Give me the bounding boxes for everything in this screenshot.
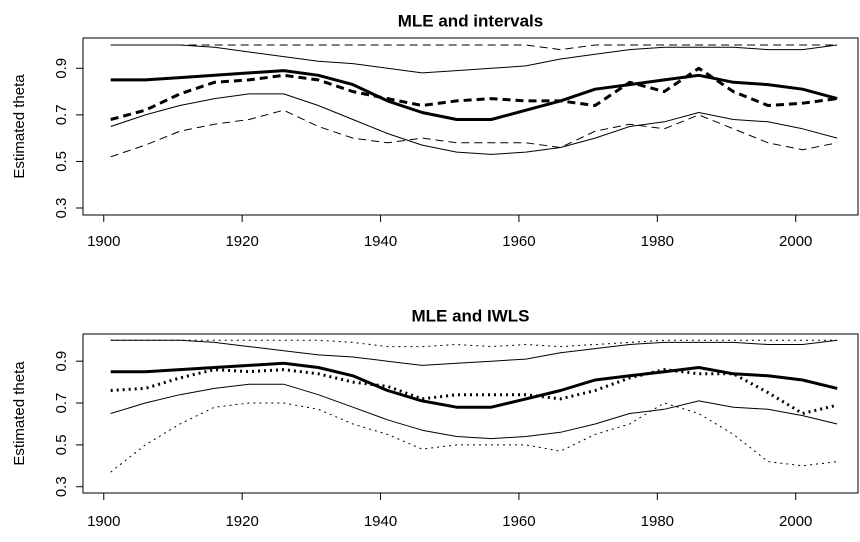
y-tick-label: 0.3 [53,476,70,497]
series-line [110,383,838,440]
series-line [110,44,838,74]
x-tick-label: 1920 [225,233,258,250]
series-line [110,44,838,51]
y-axis-label: Estimated theta [11,361,28,466]
x-tick-label: 1980 [641,233,674,250]
y-axis-label: Estimated theta [11,74,28,179]
x-tick-label: 1940 [364,233,397,250]
chart-title: MLE and IWLS [411,306,529,325]
x-tick-label: 1920 [225,513,258,530]
series-line [110,339,838,366]
x-tick-label: 1980 [641,513,674,530]
x-tick-label: 1960 [502,513,535,530]
x-tick-label: 2000 [779,513,812,530]
x-tick-label: 2000 [779,233,812,250]
series-line [110,93,838,155]
y-tick-label: 0.5 [53,434,70,455]
x-tick-label: 1960 [502,233,535,250]
plot-frame [82,333,859,494]
x-tick-label: 1900 [87,513,120,530]
series-line [110,109,838,158]
series-line [110,361,838,409]
series-line [110,402,838,473]
y-tick-label: 0.9 [53,58,70,79]
y-tick-label: 0.7 [53,393,70,414]
series-line [110,69,838,121]
y-tick-label: 0.9 [53,351,70,372]
y-tick-label: 0.7 [53,104,70,125]
series-line [110,339,838,348]
plot-frame [82,37,859,216]
chart-title: MLE and intervals [398,11,543,30]
y-tick-label: 0.3 [53,198,70,219]
x-tick-label: 1900 [87,233,120,250]
y-tick-label: 0.5 [53,151,70,172]
x-tick-label: 1940 [364,513,397,530]
